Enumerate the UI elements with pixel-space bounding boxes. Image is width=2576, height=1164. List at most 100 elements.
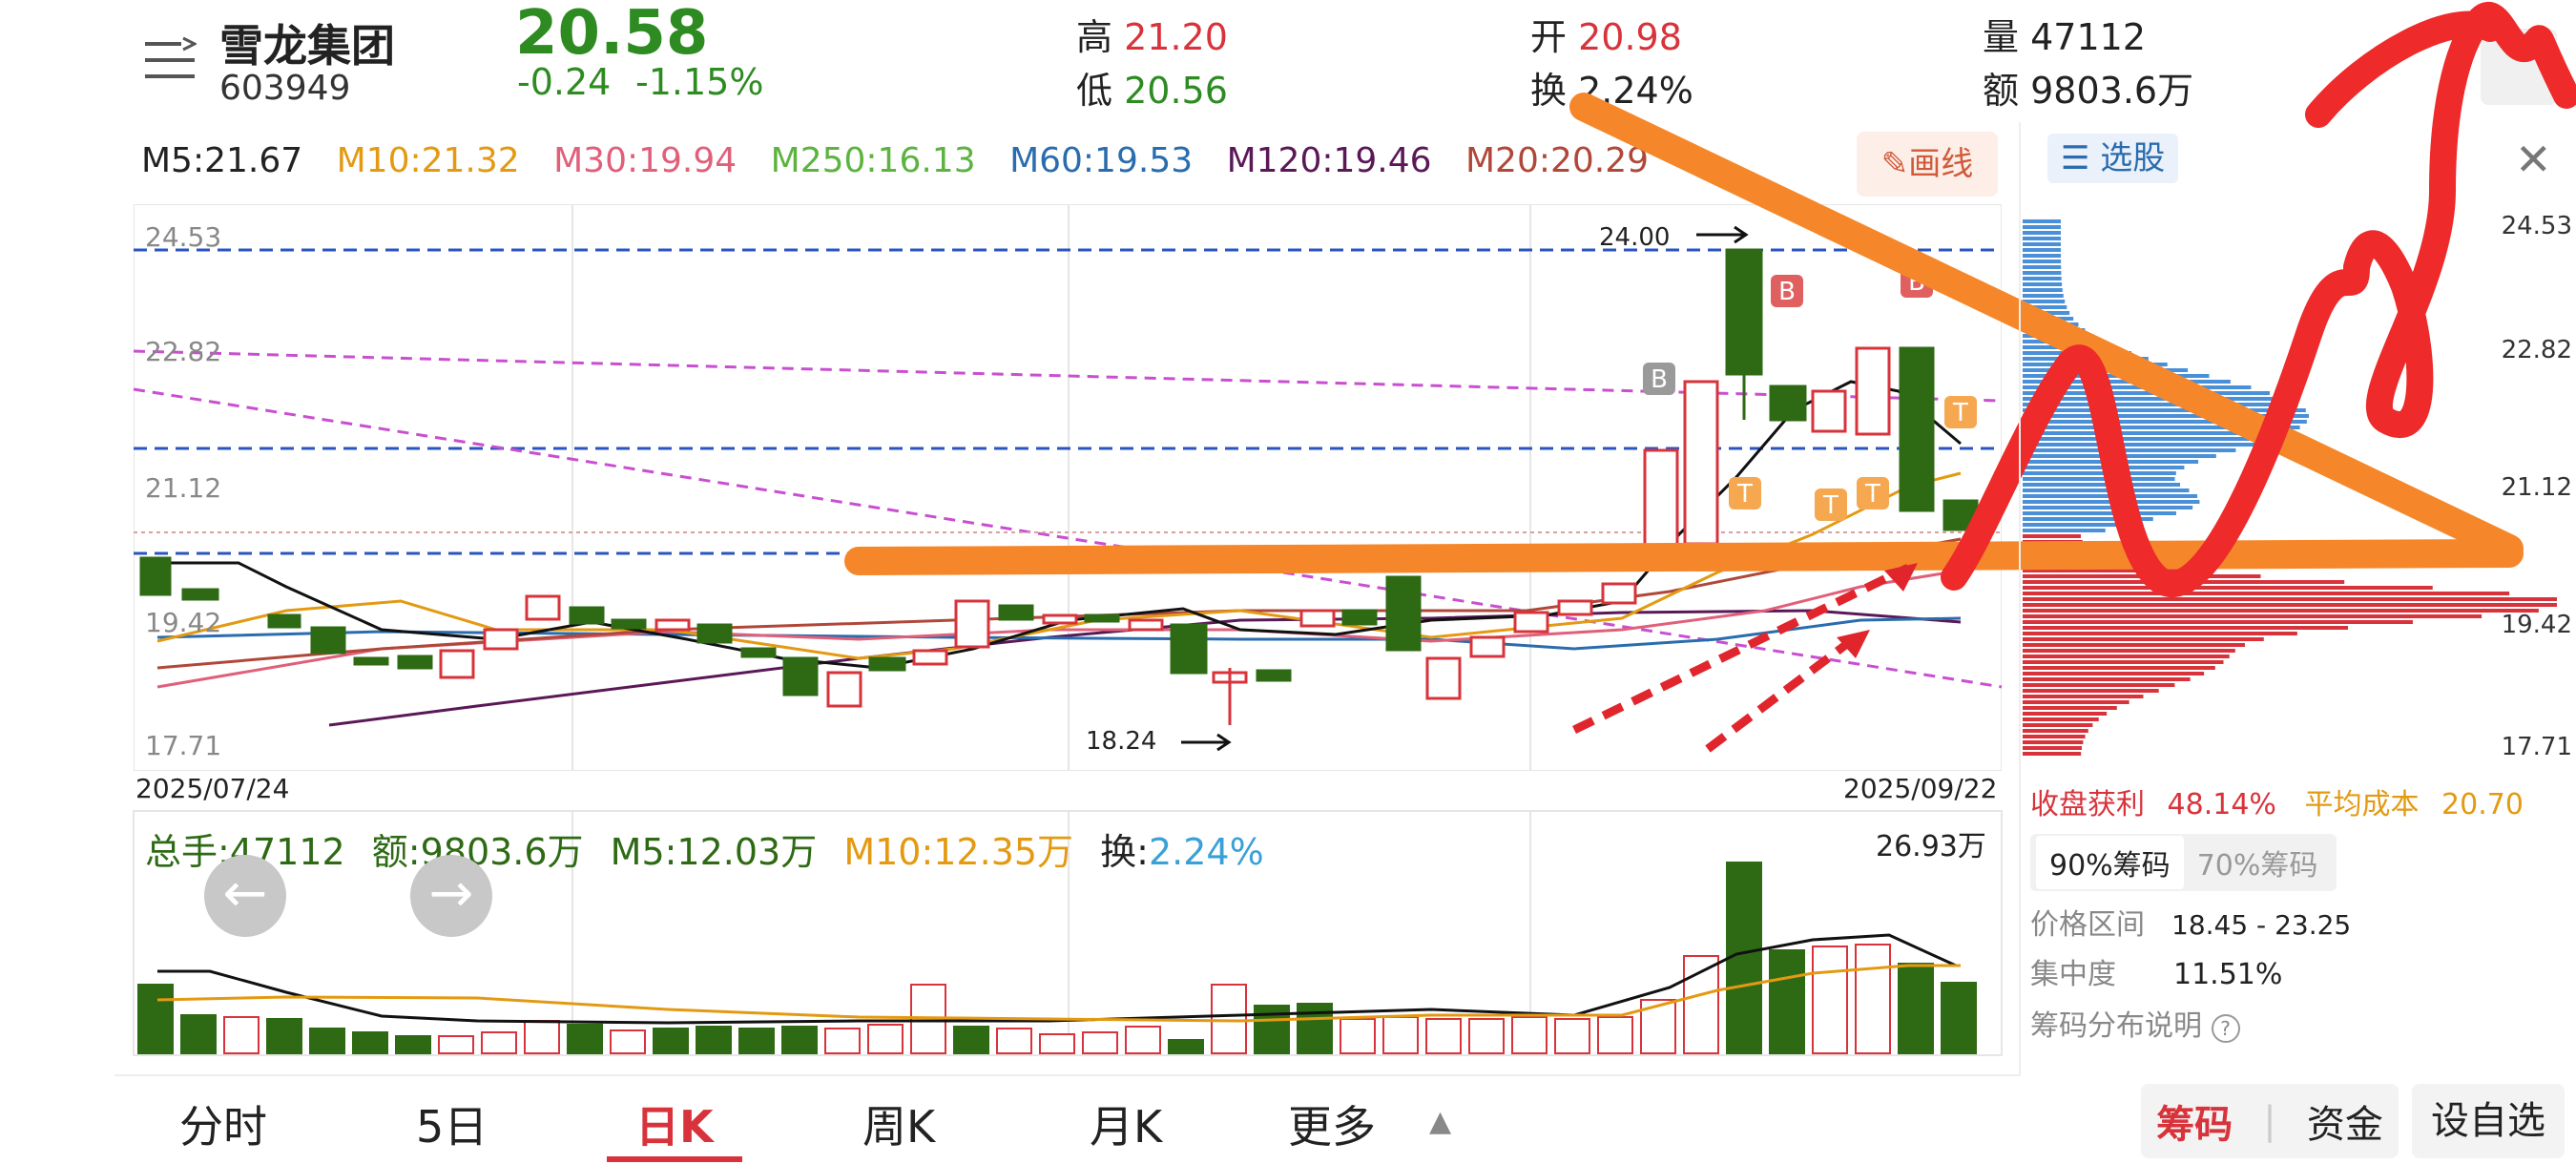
tab-monthly-k[interactable]: 月K [1090,1101,1163,1153]
volume-bar [1382,1016,1419,1054]
volume-bar [696,1026,732,1054]
volume-bar [1168,1039,1204,1054]
chip-bar-red [2023,666,2215,670]
avg-cost-value: 20.70 [2441,788,2524,821]
volume-bar [738,1028,775,1054]
svg-text:T: T [1822,491,1839,520]
profit-value: 48.14% [2167,788,2276,821]
chip-bar-blue [2023,437,2274,441]
date-end: 2025/09/22 [1843,773,1998,804]
svg-text:T: T [1736,480,1753,509]
y-label-right-0: 24.53 [2501,212,2572,240]
tab-chip-70[interactable]: 70%筹码 [2196,849,2318,883]
chip-bar-blue [2023,305,2067,309]
amount-item: 额 9803.6万 [1983,61,2193,114]
chip-bar-blue [2023,248,2062,252]
chip-bar-blue [2023,408,2306,412]
range-row: 价格区间 18.45 - 23.25 [2030,901,2351,943]
chips-button[interactable]: 筹码 [2156,1103,2233,1147]
chip-bar-blue [2023,431,2289,435]
annot-low: 18.24 [1086,727,1157,756]
menu-icon[interactable] [143,36,198,84]
volume-bar [1855,944,1891,1054]
ma-legend: M5:21.67 M10:21.32 M30:19.94 M250:16.13 … [141,141,1672,180]
red-freehand-line [1941,2,2576,597]
volume-bar [395,1035,431,1054]
conc-value: 11.51% [2173,958,2283,991]
volume-max: 26.93万 [1876,830,1986,863]
tab-chip-90[interactable]: 90%筹码 [2036,836,2184,889]
marker-b-2: B [1778,278,1796,306]
add-watchlist-button[interactable]: 设自选 [2412,1084,2565,1158]
chip-bar-blue [2023,231,2062,235]
chip-bar-red [2023,569,2193,572]
chip-bar-blue [2023,397,2286,401]
volume-bar [524,1020,560,1054]
tab-intraday[interactable]: 分时 [179,1101,267,1153]
arrow-right-icon[interactable]: → [410,855,492,937]
arrow-left-icon[interactable]: ← [204,855,286,937]
chip-bar-red [2023,683,2175,687]
volume-bar [1812,946,1848,1054]
chip-bar-red [2023,620,2413,624]
volume-bar [824,1028,861,1054]
close-icon[interactable]: ✕ [2515,134,2552,185]
vol-m5: M5:12.03万 [610,831,818,873]
tab-weekly-k[interactable]: 周K [862,1101,936,1153]
stock-name: 雪龙集团 [219,20,395,72]
chip-bar-blue [2023,277,2062,281]
select-stock-button[interactable]: ☰ 选股 [2047,134,2179,183]
tab-daily-k[interactable]: 日K [635,1101,714,1153]
ma60: M60:19.53 [1009,141,1194,180]
open-item: 开 20.98 [1530,8,1682,60]
volume-bar [352,1031,388,1054]
volume-bar [653,1028,689,1054]
chip-help-link[interactable]: 筹码分布说明 ? [2030,1002,2240,1044]
annot-high: 24.00 [1599,223,1671,252]
chip-bar-red [2023,597,2557,601]
volume-bar [223,1016,260,1054]
chip-bar-red [2023,735,2086,738]
chip-bar-blue [2023,385,2252,389]
stock-price: 20.58 [515,0,709,69]
vol-m10: M10:12.35万 [843,831,1074,873]
chip-bar-red [2023,626,2348,630]
funds-button[interactable]: 资金 [2306,1103,2383,1147]
chip-distribution [2023,219,2557,756]
chip-bar-blue [2023,443,2255,447]
chip-bar-red [2023,695,2144,698]
chip-bar-blue [2023,254,2062,258]
caret-up-icon[interactable]: ▲ [1429,1105,1452,1138]
chip-bar-blue [2023,294,2064,298]
profit-label: 收盘获利 [2030,788,2145,821]
chip-bar-red [2023,752,2082,756]
conc-row: 集中度 11.51% [2030,950,2282,992]
chip-bar-blue [2023,282,2063,286]
tab-5day[interactable]: 5日 [416,1101,488,1153]
volume-bar [1039,1033,1075,1054]
draw-line-button[interactable]: ✎画线 [1857,132,1998,197]
chip-bar-red [2023,700,2129,704]
chip-bar-red [2023,672,2205,676]
panel-divider [2019,122,2021,1076]
y-label-right-4: 17.71 [2501,733,2572,761]
chip-bar-blue [2023,477,2175,481]
y-label-left-2: 21.12 [145,472,222,504]
ma120: M120:19.46 [1226,141,1432,180]
chip-bar-blue [2023,523,2129,527]
chip-bar-red [2023,637,2264,641]
volume-bar [1769,949,1805,1054]
marker-b-1: B [1651,365,1668,394]
orange-drawn-lines [844,93,2524,575]
ma30: M30:19.94 [553,141,737,180]
volume-bar [996,1028,1032,1054]
chip-bar-blue [2023,471,2176,475]
chip-bar-red [2023,723,2093,727]
chip-bar-red [2023,729,2088,733]
high-label: 高 [1076,16,1113,58]
volume-bar [781,1026,818,1054]
tab-more[interactable]: 更多 [1288,1101,1376,1153]
bottom-divider [114,1074,2019,1076]
chip-bar-red [2023,746,2083,750]
volume-bar [1425,1018,1462,1054]
